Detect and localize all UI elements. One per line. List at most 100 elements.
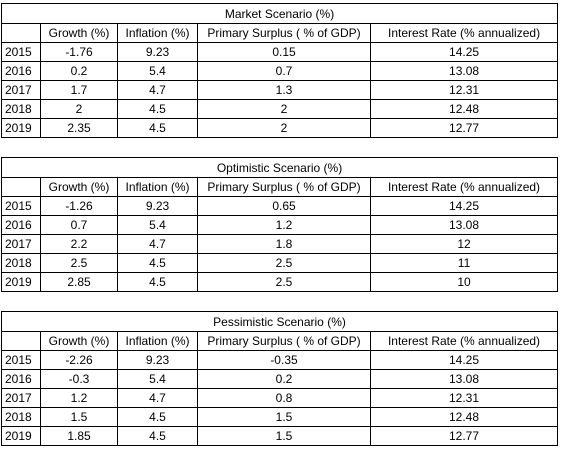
inflation-cell: 9.23 — [117, 350, 198, 370]
table-row: 2018 2.5 4.5 2.5 11 — [1, 253, 559, 273]
table-title: Optimistic Scenario (%) — [0, 157, 559, 178]
interest-rate-cell: 14.25 — [369, 196, 559, 216]
column-header-primary-surplus: Primary Surplus ( % of GDP) — [197, 23, 371, 43]
growth-cell: -1.26 — [40, 196, 118, 216]
table-row: 2018 2 4.5 2 12.48 — [1, 99, 559, 119]
growth-cell: 2.2 — [40, 234, 118, 254]
primary-surplus-cell: 0.2 — [197, 369, 371, 389]
table-row: 2017 2.2 4.7 1.8 12 — [1, 234, 559, 254]
table-row: 2016 0.2 5.4 0.7 13.08 — [1, 61, 559, 81]
growth-cell: 1.7 — [40, 80, 118, 100]
pessimistic-scenario-table: Pessimistic Scenario (%) Growth (%) Infl… — [0, 311, 559, 446]
inflation-cell: 4.7 — [117, 234, 198, 254]
table-row: 2015 -1.26 9.23 0.65 14.25 — [1, 196, 559, 216]
primary-surplus-cell: -0.35 — [197, 350, 371, 370]
interest-rate-cell: 12.48 — [369, 99, 559, 119]
inflation-cell: 5.4 — [117, 369, 198, 389]
column-header-year — [1, 177, 41, 197]
interest-rate-cell: 13.08 — [369, 369, 559, 389]
table-header-row: Growth (%) Inflation (%) Primary Surplus… — [1, 23, 559, 43]
year-cell: 2018 — [1, 99, 41, 119]
table-title: Market Scenario (%) — [0, 3, 559, 24]
column-header-year — [1, 331, 41, 351]
primary-surplus-cell: 0.65 — [197, 196, 371, 216]
inflation-cell: 4.5 — [117, 426, 198, 446]
table-row: 2016 0.7 5.4 1.2 13.08 — [1, 215, 559, 235]
year-cell: 2019 — [1, 426, 41, 446]
year-cell: 2017 — [1, 234, 41, 254]
primary-surplus-cell: 2.5 — [197, 272, 371, 292]
inflation-cell: 4.5 — [117, 253, 198, 273]
interest-rate-cell: 12.48 — [369, 407, 559, 427]
growth-cell: 0.2 — [40, 61, 118, 81]
table-row: 2015 -1.76 9.23 0.15 14.25 — [1, 42, 559, 62]
table-row: 2019 2.35 4.5 2 12.77 — [1, 118, 559, 138]
interest-rate-cell: 10 — [369, 272, 559, 292]
growth-cell: -0.3 — [40, 369, 118, 389]
table-title-row: Optimistic Scenario (%) — [0, 157, 559, 178]
inflation-cell: 4.7 — [117, 388, 198, 408]
column-header-primary-surplus: Primary Surplus ( % of GDP) — [197, 177, 371, 197]
interest-rate-cell: 14.25 — [369, 350, 559, 370]
interest-rate-cell: 12.31 — [369, 80, 559, 100]
interest-rate-cell: 13.08 — [369, 61, 559, 81]
inflation-cell: 5.4 — [117, 215, 198, 235]
growth-cell: 2 — [40, 99, 118, 119]
table-row: 2017 1.7 4.7 1.3 12.31 — [1, 80, 559, 100]
growth-cell: 1.85 — [40, 426, 118, 446]
interest-rate-cell: 14.25 — [369, 42, 559, 62]
inflation-cell: 4.5 — [117, 99, 198, 119]
interest-rate-cell: 13.08 — [369, 215, 559, 235]
primary-surplus-cell: 2.5 — [197, 253, 371, 273]
column-header-interest-rate: Interest Rate (% annualized) — [369, 23, 559, 43]
year-cell: 2015 — [1, 196, 41, 216]
table-title-row: Pessimistic Scenario (%) — [0, 311, 559, 332]
column-header-growth: Growth (%) — [40, 177, 118, 197]
primary-surplus-cell: 1.5 — [197, 426, 371, 446]
column-header-interest-rate: Interest Rate (% annualized) — [369, 177, 559, 197]
year-cell: 2016 — [1, 61, 41, 81]
table-row: 2018 1.5 4.5 1.5 12.48 — [1, 407, 559, 427]
table-row: 2019 2.85 4.5 2.5 10 — [1, 272, 559, 292]
table-title: Pessimistic Scenario (%) — [0, 311, 559, 332]
year-cell: 2015 — [1, 350, 41, 370]
interest-rate-cell: 12 — [369, 234, 559, 254]
table-row: 2015 -2.26 9.23 -0.35 14.25 — [1, 350, 559, 370]
column-header-inflation: Inflation (%) — [117, 23, 198, 43]
interest-rate-cell: 12.31 — [369, 388, 559, 408]
interest-rate-cell: 12.77 — [369, 426, 559, 446]
column-header-growth: Growth (%) — [40, 331, 118, 351]
table-row: 2016 -0.3 5.4 0.2 13.08 — [1, 369, 559, 389]
growth-cell: 2.35 — [40, 118, 118, 138]
table-row: 2017 1.2 4.7 0.8 12.31 — [1, 388, 559, 408]
interest-rate-cell: 12.77 — [369, 118, 559, 138]
table-header-row: Growth (%) Inflation (%) Primary Surplus… — [1, 177, 559, 197]
primary-surplus-cell: 0.8 — [197, 388, 371, 408]
year-cell: 2017 — [1, 388, 41, 408]
table-header-row: Growth (%) Inflation (%) Primary Surplus… — [1, 331, 559, 351]
inflation-cell: 5.4 — [117, 61, 198, 81]
inflation-cell: 4.5 — [117, 407, 198, 427]
primary-surplus-cell: 2 — [197, 118, 371, 138]
table-row: 2019 1.85 4.5 1.5 12.77 — [1, 426, 559, 446]
primary-surplus-cell: 0.7 — [197, 61, 371, 81]
primary-surplus-cell: 0.15 — [197, 42, 371, 62]
year-cell: 2016 — [1, 215, 41, 235]
year-cell: 2015 — [1, 42, 41, 62]
year-cell: 2019 — [1, 118, 41, 138]
primary-surplus-cell: 1.5 — [197, 407, 371, 427]
growth-cell: -1.76 — [40, 42, 118, 62]
year-cell: 2016 — [1, 369, 41, 389]
inflation-cell: 9.23 — [117, 42, 198, 62]
growth-cell: -2.26 — [40, 350, 118, 370]
column-header-interest-rate: Interest Rate (% annualized) — [369, 331, 559, 351]
market-scenario-table: Market Scenario (%) Growth (%) Inflation… — [0, 3, 559, 138]
inflation-cell: 4.5 — [117, 118, 198, 138]
primary-surplus-cell: 1.8 — [197, 234, 371, 254]
inflation-cell: 4.7 — [117, 80, 198, 100]
primary-surplus-cell: 2 — [197, 99, 371, 119]
year-cell: 2017 — [1, 80, 41, 100]
growth-cell: 1.2 — [40, 388, 118, 408]
year-cell: 2019 — [1, 272, 41, 292]
